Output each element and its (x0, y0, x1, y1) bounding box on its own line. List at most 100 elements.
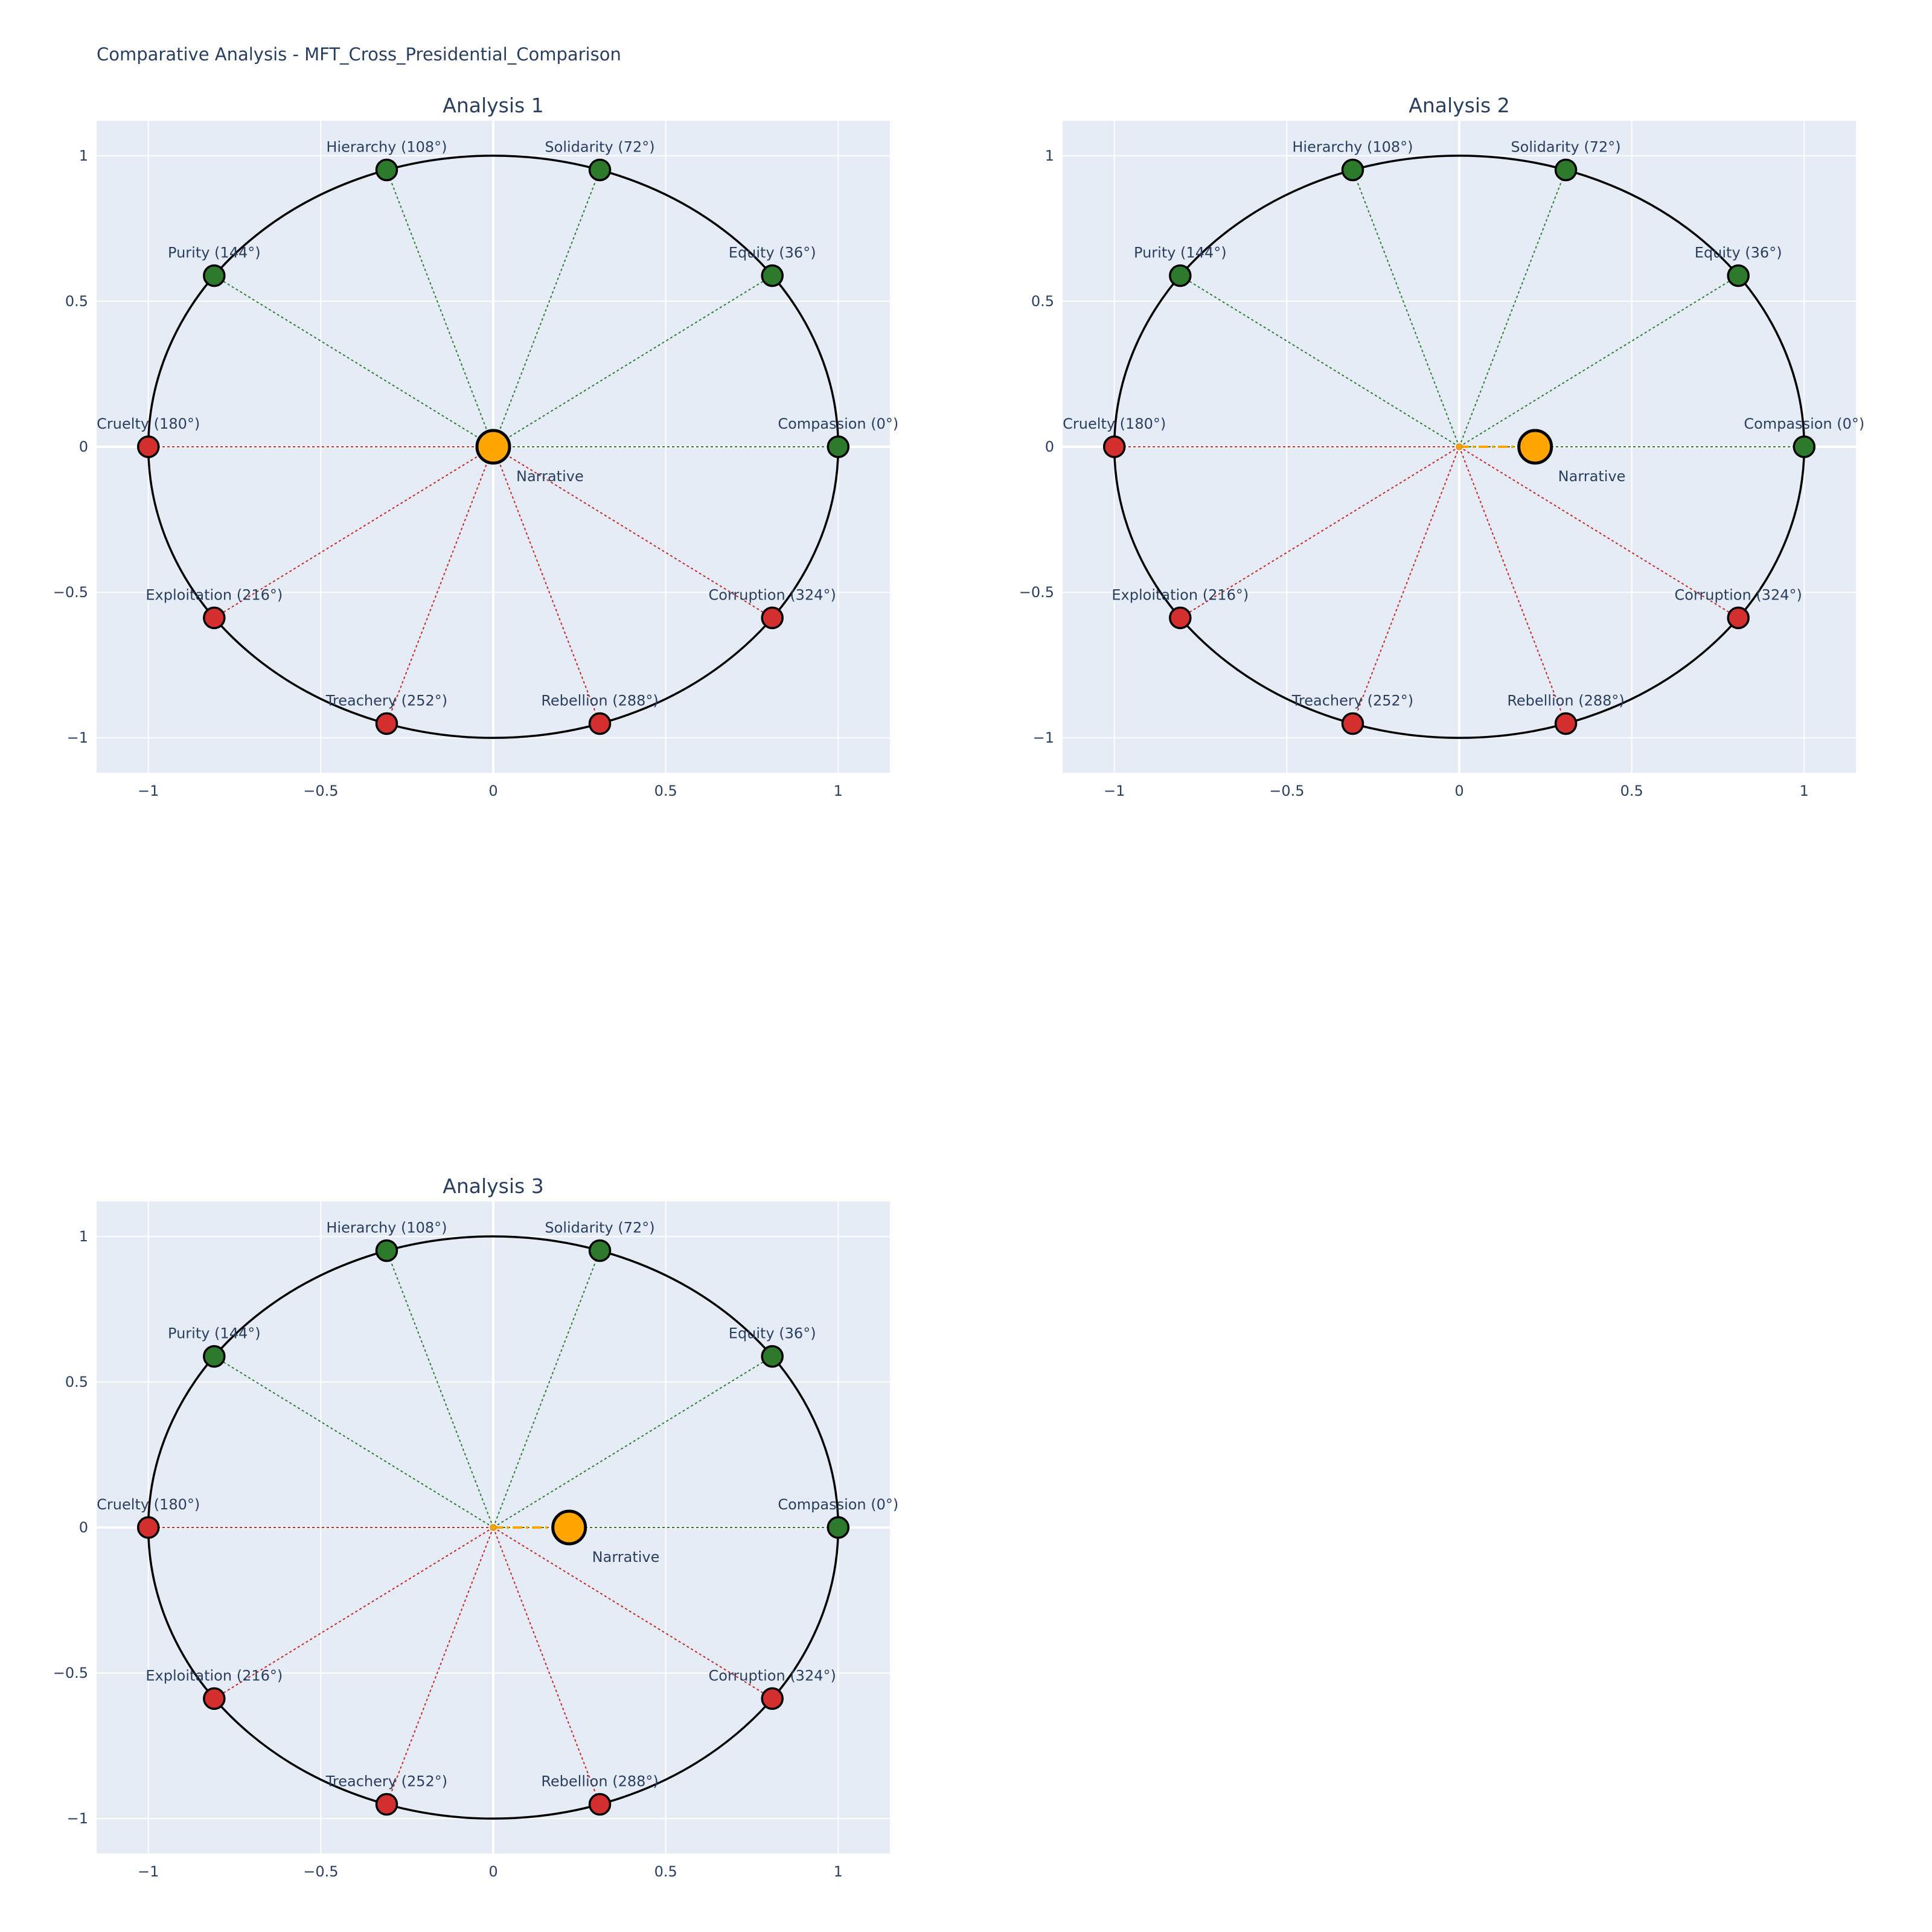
x-tick-label: 0.5 (654, 782, 677, 799)
anchor-spoke (493, 446, 601, 724)
anchor-point (1169, 606, 1192, 630)
anchor-spoke (493, 446, 773, 619)
y-tick-label: 0 (1045, 438, 1054, 455)
anchor-point (588, 158, 612, 182)
anchor-label: Equity (36°) (1695, 245, 1782, 261)
anchor-point (1169, 264, 1192, 287)
anchor-spoke (493, 1250, 601, 1528)
anchor-point (588, 1239, 612, 1262)
anchor-point (1554, 712, 1578, 735)
anchor-label: Purity (144°) (1134, 245, 1227, 261)
anchor-label: Compassion (0°) (778, 1496, 898, 1513)
anchor-label: Rebellion (288°) (541, 1773, 658, 1790)
x-tick-label: 1 (834, 782, 843, 799)
anchor-point (1102, 435, 1126, 458)
anchor-point (203, 1345, 226, 1368)
anchor-label: Rebellion (288°) (1507, 693, 1624, 709)
x-tick-label: −1 (138, 782, 159, 799)
anchor-spoke (386, 170, 494, 447)
anchor-spoke (386, 446, 494, 724)
narrative-label: Narrative (592, 1549, 660, 1566)
x-tick-label: −1 (138, 1863, 159, 1880)
anchor-label: Equity (36°) (729, 245, 816, 261)
anchor-label: Rebellion (288°) (541, 693, 658, 709)
subplots-container: Analysis 1 −1 −0.5 0 0.5 1 −1 −0.5 0 0.5 1 Compassi… (53, 94, 1865, 1880)
anchor-point (375, 1793, 398, 1816)
x-tick-label: 1 (1800, 782, 1809, 799)
narrative-label: Narrative (1558, 468, 1626, 485)
anchor-spoke (493, 1527, 773, 1700)
y-tick-label: 0 (79, 438, 88, 455)
narrative-point (1517, 429, 1553, 465)
y-tick-label: 1 (79, 1228, 88, 1245)
anchor-label: Cruelty (180°) (97, 415, 200, 432)
anchor-label: Exploitation (216°) (146, 586, 283, 603)
anchor-point (375, 1239, 398, 1262)
y-tick-label: −0.5 (53, 1665, 88, 1681)
anchor-point (588, 1793, 612, 1816)
plot-contents (1102, 155, 1816, 739)
anchor-label: Treachery (252°) (325, 693, 447, 709)
anchor-label: Solidarity (72°) (545, 138, 654, 155)
anchor-point (761, 1345, 784, 1368)
x-tick-label: 0.5 (1620, 782, 1643, 799)
anchor-label: Solidarity (72°) (1511, 138, 1620, 155)
subplot-1: Analysis 1 −1 −0.5 0 0.5 1 −1 −0.5 0 0.5 1 Compassi… (53, 94, 899, 799)
y-tick-label: 0.5 (1031, 293, 1054, 310)
y-tick-label: 1 (79, 147, 88, 164)
anchor-spoke (214, 1527, 494, 1700)
figure-title: Comparative Analysis - MFT_Cross_Preside… (97, 44, 621, 65)
anchor-point (1554, 158, 1578, 182)
subplot-title: Analysis 3 (443, 1174, 543, 1198)
y-tick-label: 0.5 (65, 1374, 88, 1390)
anchor-label: Corruption (324°) (1675, 586, 1802, 603)
anchor-point (1727, 264, 1750, 287)
anchor-label: Exploitation (216°) (1112, 586, 1249, 603)
x-tick-label: −1 (1104, 782, 1125, 799)
y-tick-label: −1 (1033, 729, 1054, 746)
y-tick-label: 0.5 (65, 293, 88, 310)
anchor-point (203, 606, 226, 630)
x-tick-label: 0 (488, 1863, 497, 1880)
anchor-spoke (214, 275, 494, 447)
subplot-title: Analysis 2 (1409, 94, 1509, 117)
anchor-spoke (1459, 446, 1567, 724)
anchor-label: Hierarchy (108°) (1292, 138, 1413, 155)
y-tick-label: −0.5 (1019, 584, 1054, 601)
x-tick-label: 1 (834, 1863, 843, 1880)
anchor-spoke (493, 275, 773, 447)
y-tick-label: −1 (67, 729, 88, 746)
anchor-label: Solidarity (72°) (545, 1219, 654, 1236)
anchor-point (827, 1516, 850, 1539)
anchor-label: Exploitation (216°) (146, 1667, 283, 1684)
x-tick-label: −0.5 (303, 782, 338, 799)
anchor-label: Treachery (252°) (1291, 693, 1413, 709)
anchor-point (761, 264, 784, 287)
x-tick-label: −0.5 (1269, 782, 1304, 799)
plot-contents (136, 155, 850, 739)
anchor-point (375, 712, 398, 735)
anchor-point (588, 712, 612, 735)
narrative-point (551, 1509, 587, 1546)
narrative-point (475, 429, 511, 465)
anchor-label: Hierarchy (108°) (326, 1219, 447, 1236)
anchor-label: Compassion (0°) (1744, 415, 1864, 432)
anchor-label: Hierarchy (108°) (326, 138, 447, 155)
anchor-label: Corruption (324°) (709, 1667, 836, 1684)
anchor-point (1793, 435, 1816, 458)
narrative-label: Narrative (516, 468, 584, 485)
y-tick-label: 1 (1045, 147, 1054, 164)
anchor-point (1341, 158, 1364, 182)
anchor-point (1341, 712, 1364, 735)
anchor-spoke (1459, 446, 1739, 619)
anchor-label: Treachery (252°) (325, 1773, 447, 1790)
anchor-spoke (1180, 275, 1460, 447)
y-tick-label: −0.5 (53, 584, 88, 601)
anchor-spoke (214, 446, 494, 619)
anchor-point (203, 1687, 226, 1710)
x-tick-label: −0.5 (303, 1863, 338, 1880)
anchor-point (203, 264, 226, 287)
x-tick-label: 0 (488, 782, 497, 799)
anchor-spoke (493, 1527, 601, 1805)
